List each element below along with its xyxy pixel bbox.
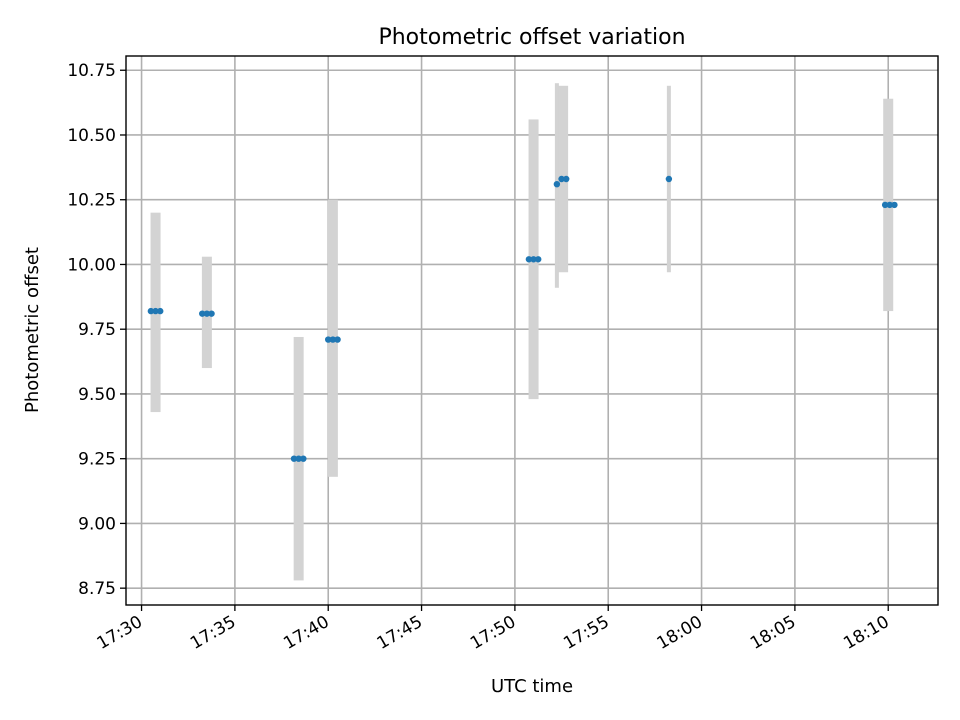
error-bars — [150, 83, 894, 581]
x-tick-label: 18:10 — [840, 612, 892, 654]
data-point — [152, 307, 159, 315]
x-tick-label: 17:50 — [467, 612, 519, 654]
data-point — [147, 307, 155, 315]
x-axis-label: UTC time — [491, 676, 573, 697]
y-tick-label: 10.25 — [67, 191, 116, 211]
data-point — [563, 175, 570, 183]
y-tick-label: 10.00 — [67, 255, 116, 275]
y-tick-label: 8.75 — [78, 579, 116, 599]
data-point — [329, 336, 337, 343]
x-tick-label: 17:40 — [280, 612, 332, 654]
data-point — [199, 310, 206, 317]
plot-frame — [125, 55, 939, 606]
data-point — [334, 336, 341, 343]
data-point — [325, 336, 332, 343]
data-point — [295, 455, 302, 462]
data-point — [530, 256, 537, 263]
data-point — [300, 455, 307, 462]
x-axis-ticks: 17:30 17:35 17:40 17:45 17:50 17:55 18:00 18:05… — [94, 605, 893, 654]
y-tick-label: 9.00 — [78, 514, 116, 534]
y-tick-label: 10.75 — [67, 61, 116, 81]
x-tick-label: 17:45 — [374, 612, 426, 654]
data-point — [157, 307, 164, 315]
y-axis-label: Photometric offset — [22, 247, 43, 413]
x-tick-label: 17:55 — [560, 612, 612, 654]
data-point — [886, 201, 893, 209]
x-tick-label: 17:35 — [187, 612, 239, 654]
x-tick-label: 17:30 — [94, 612, 146, 654]
data-point — [208, 310, 215, 317]
y-tick-label: 9.75 — [78, 320, 116, 340]
y-tick-label: 10.50 — [67, 126, 116, 146]
x-tick-label: 18:00 — [654, 612, 706, 654]
y-tick-label: 9.25 — [78, 450, 116, 470]
y-tick-label: 9.50 — [78, 385, 116, 405]
x-tick-label: 18:05 — [747, 612, 799, 654]
data-point — [881, 201, 889, 209]
data-point — [558, 175, 565, 183]
y-axis-ticks: 8.75 9.00 9.25 9.50 9.75 10.00 10.25 10.50 10.75 — [67, 61, 126, 599]
data-point — [891, 201, 898, 209]
data-points — [147, 175, 898, 462]
chart-title: Photometric offset variation — [378, 25, 685, 50]
data-point — [553, 180, 561, 188]
data-point — [535, 256, 542, 263]
data-point — [665, 175, 673, 183]
data-point — [203, 310, 211, 317]
data-point — [525, 256, 533, 263]
data-point — [290, 455, 298, 462]
